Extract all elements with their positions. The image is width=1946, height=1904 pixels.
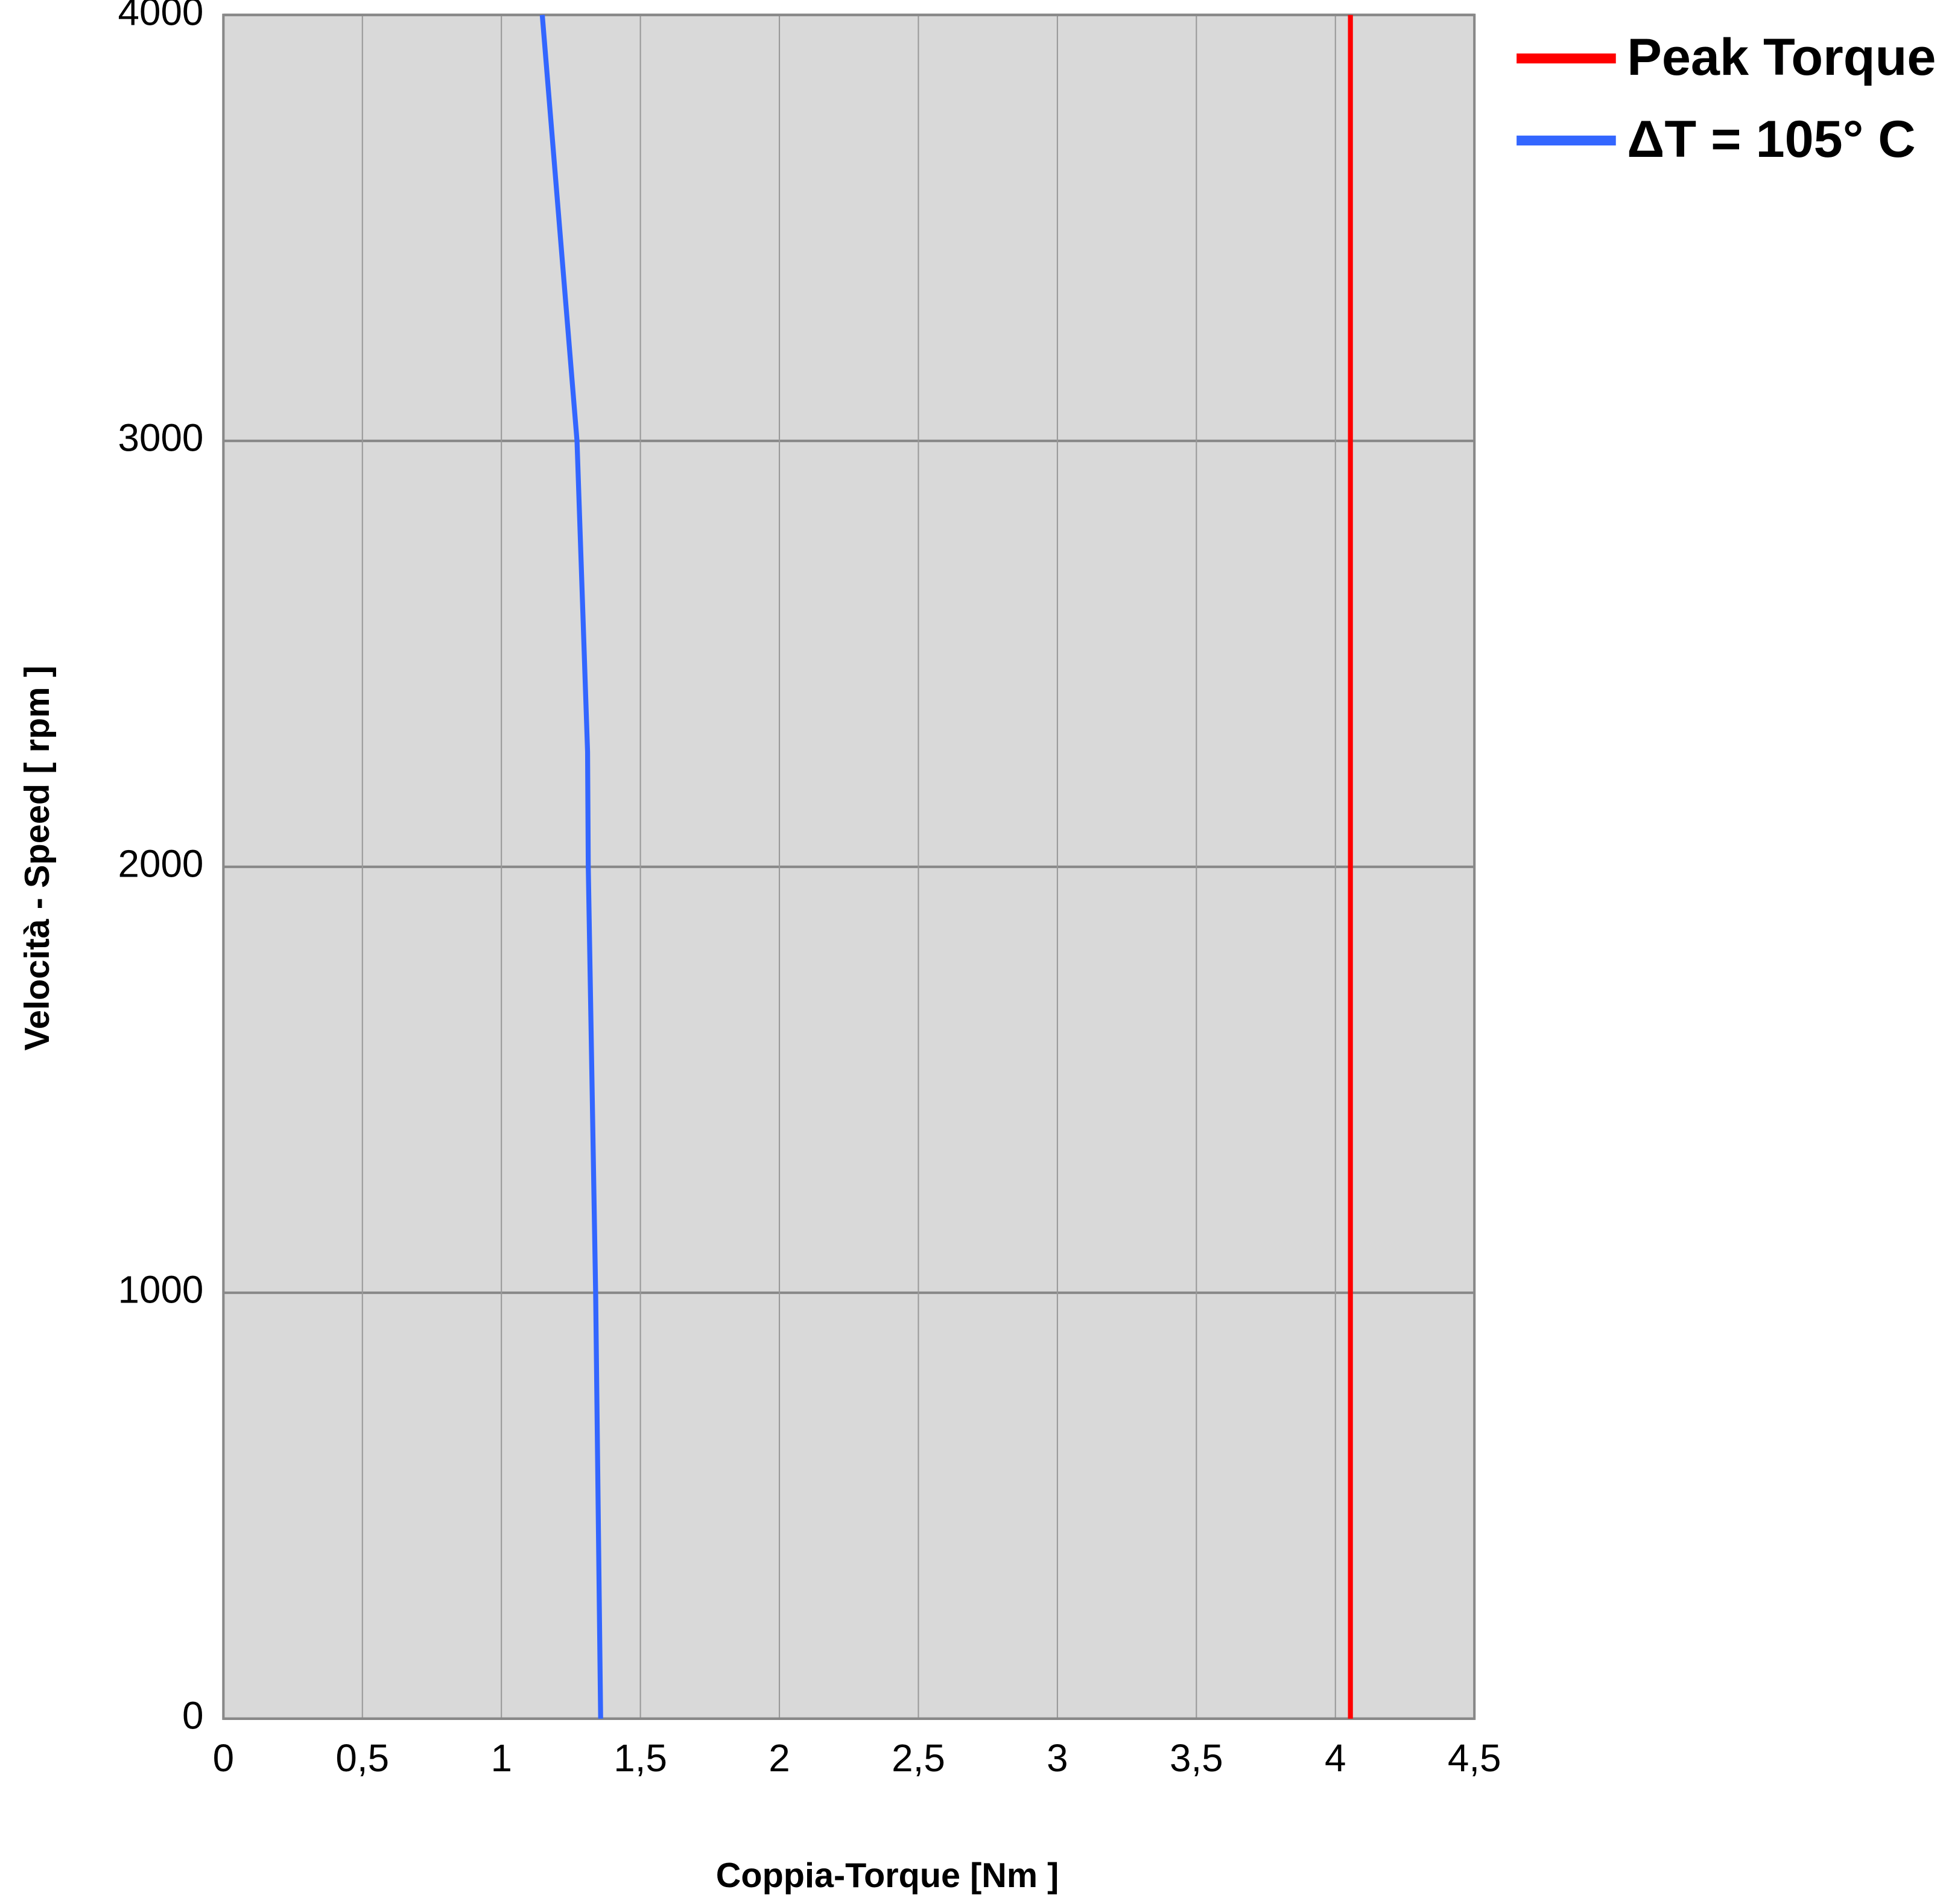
x-tick-label: 2 bbox=[769, 1736, 790, 1780]
y-tick-label: 4000 bbox=[118, 0, 204, 34]
legend-text: ΔT = 105° C bbox=[1627, 110, 1915, 168]
y-tick-label: 1000 bbox=[118, 1268, 204, 1312]
x-tick-label: 0,5 bbox=[335, 1736, 389, 1780]
legend-text: Peak Torque bbox=[1627, 28, 1936, 86]
lines bbox=[539, 14, 1353, 1719]
y-tick-label: 3000 bbox=[118, 416, 204, 460]
x-tick-label: 1,5 bbox=[613, 1736, 667, 1780]
x-tick-label: 3 bbox=[1047, 1736, 1068, 1780]
series-line bbox=[539, 14, 603, 1719]
y-tick-label: 0 bbox=[182, 1694, 203, 1737]
x-tick-label: 2,5 bbox=[892, 1736, 945, 1780]
y-tick-label: 2000 bbox=[118, 842, 204, 886]
x-tick-label: 0 bbox=[213, 1736, 234, 1780]
y-axis-title: Velocità - Speed [ rpm ] bbox=[18, 665, 57, 1050]
plot-border bbox=[222, 13, 1476, 1720]
x-tick-label: 3,5 bbox=[1170, 1736, 1223, 1780]
x-tick-label: 4 bbox=[1325, 1736, 1346, 1780]
x-axis-title: Coppia-Torque [Nm ] bbox=[716, 1856, 1059, 1895]
x-tick-label: 1 bbox=[490, 1736, 512, 1780]
x-tick-label: 4,5 bbox=[1448, 1736, 1501, 1780]
